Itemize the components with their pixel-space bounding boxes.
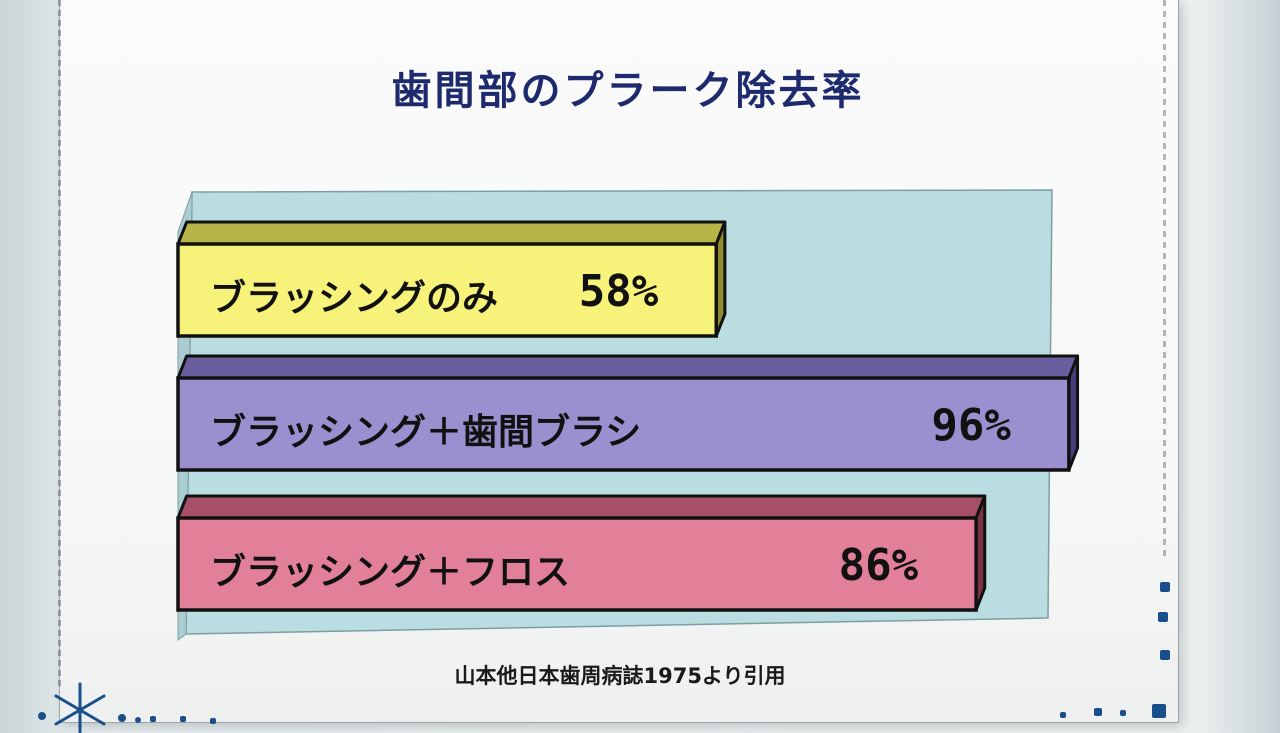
decorative-dot: [1094, 708, 1102, 716]
chart-title: 歯間部のプラーク除去率: [391, 68, 865, 114]
decorative-dot: [1060, 712, 1066, 718]
bar-top-face: [176, 354, 1080, 380]
bar-front-face: [176, 516, 978, 612]
category-label: ブラッシング＋歯間ブラシ: [210, 411, 641, 453]
decorative-dot: [180, 716, 186, 722]
value-label: 58%: [579, 266, 659, 317]
poster-border-left: [58, 0, 61, 690]
bar-2: ブラッシング＋歯間ブラシ 96%: [176, 354, 1080, 472]
snowflake-icon: [38, 682, 141, 733]
poster-border-right: [1163, 0, 1166, 560]
decorative-dot: [150, 716, 156, 722]
bars-group: ブラッシングのみ 58% ブラッシング＋歯間ブラシ 96% ブラッシング＋フロス 86%: [176, 220, 1080, 612]
decorative-dot: [1120, 710, 1126, 716]
bar-front-face: [176, 242, 718, 338]
category-label: ブラッシングのみ: [210, 277, 498, 319]
bar-top-face: [176, 494, 987, 520]
value-label: 96%: [931, 400, 1011, 451]
value-label: 86%: [839, 540, 919, 591]
bar-front-face: [176, 376, 1071, 472]
decorative-dot: [1158, 612, 1168, 622]
decorative-dot: [1160, 582, 1170, 592]
category-label: ブラッシング＋フロス: [210, 551, 570, 593]
bar-top-face: [176, 220, 727, 246]
decorative-dot: [1152, 704, 1166, 718]
bar-1: ブラッシングのみ 58%: [176, 220, 727, 338]
chart-source-citation: 山本他日本歯周病誌1975より引用: [454, 664, 786, 688]
bar-3: ブラッシング＋フロス 86%: [176, 494, 987, 612]
decorative-dot: [210, 718, 216, 724]
decorative-dot: [1160, 650, 1170, 660]
